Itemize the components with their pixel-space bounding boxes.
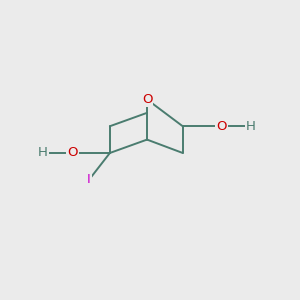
Text: H: H <box>246 120 256 133</box>
Text: H: H <box>38 146 48 160</box>
Text: O: O <box>68 146 78 160</box>
Text: O: O <box>216 120 226 133</box>
Text: O: O <box>142 93 152 106</box>
Text: I: I <box>87 173 91 186</box>
